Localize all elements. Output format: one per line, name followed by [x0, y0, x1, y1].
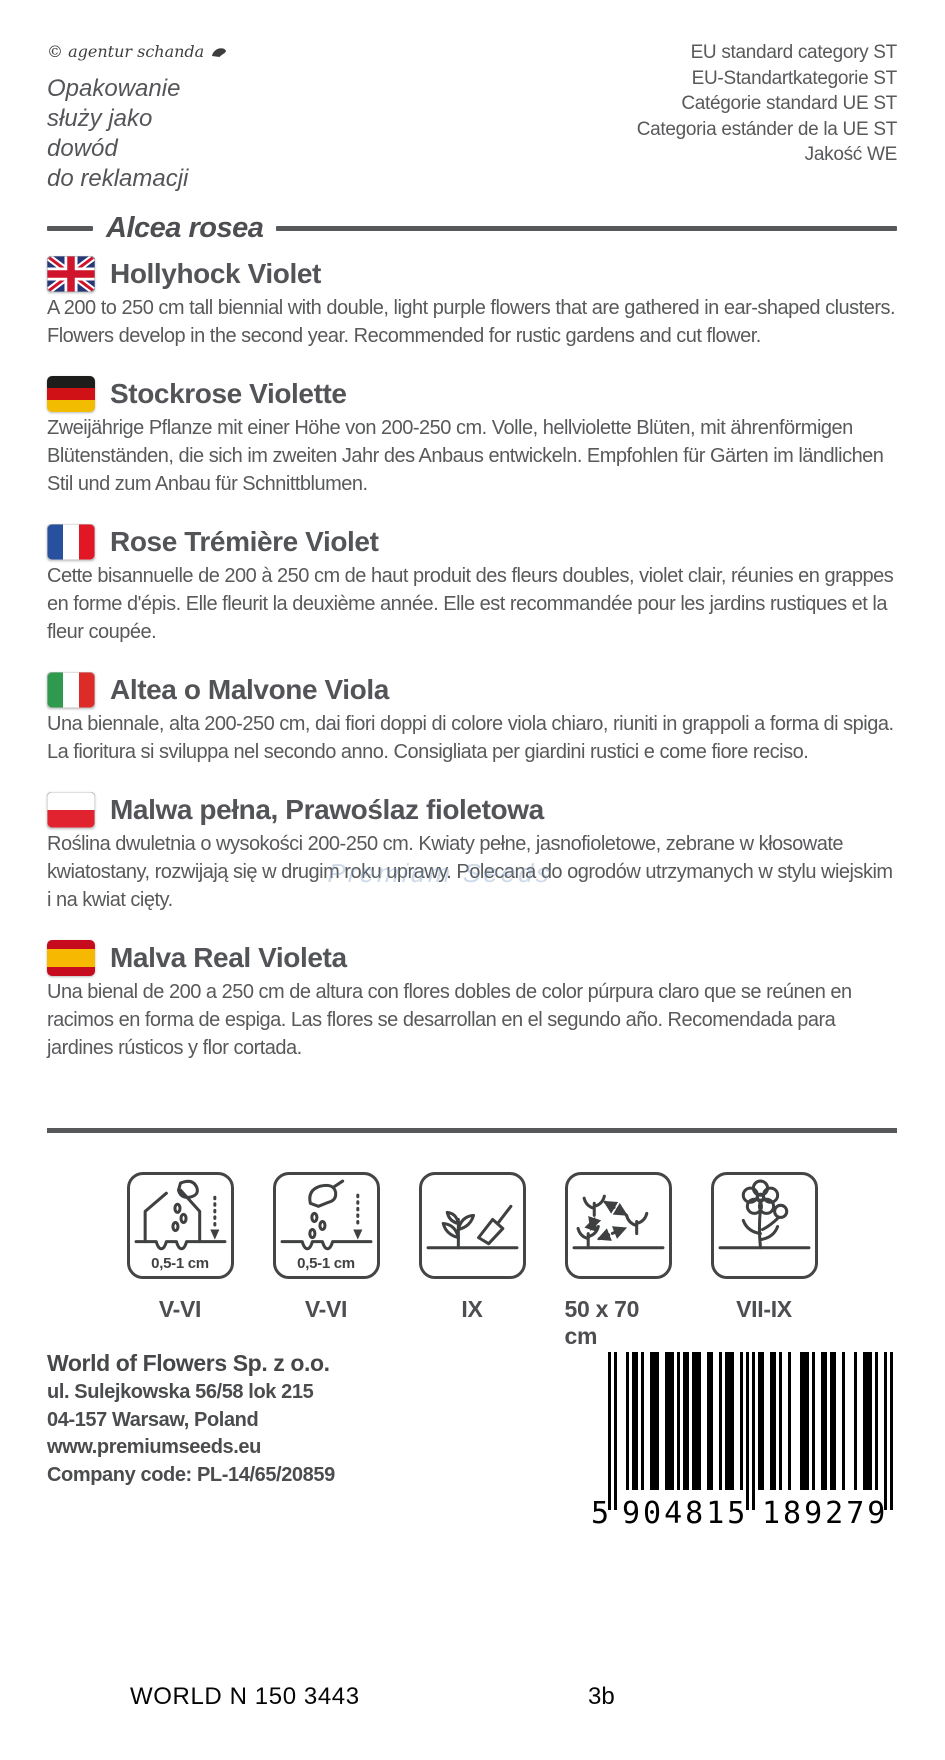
poland-flag-icon — [47, 792, 95, 828]
flowering-period-icon — [718, 1179, 810, 1250]
packaging-note: Opakowanie służy jako dowód do reklamacj… — [47, 74, 229, 194]
icon-cell-flowering: VII-IX — [710, 1172, 818, 1350]
section-italian: Altea o Malvone Viola Una biennale, alta… — [47, 672, 901, 766]
barcode-group1: 904815 — [622, 1496, 749, 1531]
barcode-digits: 5 904815 189279 — [591, 1494, 894, 1534]
icon-cell-sow-under-cover: 0,5-1 cm V-VI — [126, 1172, 234, 1350]
sowing-icons-row: 0,5-1 cm V-VI 0,5-1 cm V-VI — [47, 1172, 897, 1350]
icon-caption: VII-IX — [736, 1296, 792, 1322]
address-street: ul. Sulejkowska 56/58 lok 215 — [47, 1381, 314, 1403]
italy-flag-icon — [47, 672, 95, 708]
section-header: Altea o Malvone Viola — [47, 672, 901, 708]
category-line: Catégorie standard UE ST — [681, 93, 897, 114]
category-line: EU standard category ST — [690, 42, 898, 63]
plant-spacing-icon — [572, 1194, 664, 1250]
section-title: Stockrose Violette — [110, 378, 347, 409]
copyright-text: © agentur schanda — [47, 42, 205, 61]
section-description: Roślina dwuletnia o wysokości 200-250 cm… — [47, 833, 893, 911]
company-code: Company code: PL-14/65/20859 — [47, 1463, 335, 1486]
icon-cell-sow-direct: 0,5-1 cm V-VI — [272, 1172, 380, 1350]
section-french: Rose Trémière Violet Cette bisannuelle d… — [47, 524, 901, 646]
section-header: Malva Real Violeta — [47, 940, 901, 976]
section-title: Malwa pełna, Prawoślaz fioletowa — [110, 794, 544, 825]
footer-batch-code: 3b — [588, 1683, 615, 1710]
language-sections: Hollyhock Violet A 200 to 250 cm tall bi… — [47, 256, 901, 1088]
sowing-depth-label: 0,5-1 cm — [297, 1255, 355, 1272]
section-title: Altea o Malvone Viola — [110, 674, 389, 705]
uk-flag-icon — [47, 256, 95, 292]
barcode-group2: 189279 — [762, 1496, 889, 1531]
footer-product-code: WORLD N 150 3443 — [130, 1683, 360, 1710]
species-header: Alcea rosea — [47, 212, 897, 245]
icon-box — [710, 1172, 818, 1279]
section-header: Malwa pełna, Prawoślaz fioletowa — [47, 792, 901, 828]
section-title: Rose Trémière Violet — [110, 526, 379, 557]
address-city: 04-157 Warsaw, Poland — [47, 1408, 259, 1431]
category-line: Categoria estánder de la UE ST — [636, 118, 898, 140]
france-flag-icon — [47, 524, 95, 560]
section-spanish: Malva Real Violeta Una bienal de 200 a 2… — [47, 940, 901, 1062]
icon-caption: V-VI — [304, 1296, 348, 1322]
species-dash — [47, 226, 93, 231]
icon-cell-transplant: IX — [418, 1172, 526, 1350]
icon-box: 0,5-1 cm — [272, 1172, 380, 1279]
website-url: www.premiumseeds.eu — [47, 1436, 261, 1458]
section-english: Hollyhock Violet A 200 to 250 cm tall bi… — [47, 256, 901, 350]
packaging-note-line: służy jako — [47, 105, 153, 132]
section-description: Una bienal de 200 a 250 cm de altura con… — [47, 981, 852, 1059]
divider — [47, 1128, 897, 1133]
species-rule — [276, 226, 897, 231]
section-header: Rose Trémière Violet — [47, 524, 901, 560]
spain-flag-icon — [47, 940, 95, 976]
section-description: A 200 to 250 cm tall biennial with doubl… — [47, 297, 896, 347]
category-list: EU standard category ST EU-Standartkateg… — [636, 40, 898, 168]
agentur-logo-icon — [212, 47, 227, 57]
category-line: Jakość WE — [804, 144, 898, 165]
packaging-note-line: Opakowanie — [47, 75, 181, 102]
icon-cell-spacing: 50 x 70 cm — [564, 1172, 672, 1350]
icon-caption: 50 x 70 cm — [564, 1296, 640, 1349]
barcode-bars — [608, 1352, 893, 1510]
icon-caption: V-VI — [158, 1296, 202, 1322]
germany-flag-icon — [47, 376, 95, 412]
species-title: Alcea rosea — [106, 212, 264, 244]
packaging-note-line: dowód — [47, 135, 118, 162]
barcode-lead-digit: 5 — [591, 1496, 610, 1531]
packaging-note-line: do reklamacji — [47, 165, 189, 192]
sowing-depth-label: 0,5-1 cm — [151, 1255, 209, 1272]
sow-direct-icon — [280, 1179, 372, 1251]
icon-box — [564, 1172, 672, 1279]
icon-box — [418, 1172, 526, 1279]
address-block: World of Flowers Sp. z o.o. ul. Sulejkow… — [47, 1348, 335, 1489]
section-description: Zweijährige Pflanze mit einer Höhe von 2… — [47, 417, 884, 495]
section-description: Una biennale, alta 200-250 cm, dai fiori… — [47, 713, 894, 763]
copyright-line: © agentur schanda — [47, 42, 229, 61]
icon-caption: IX — [461, 1296, 483, 1322]
section-title: Malva Real Violeta — [110, 942, 347, 973]
section-title: Hollyhock Violet — [110, 258, 321, 289]
section-description: Cette bisannuelle de 200 à 250 cm de hau… — [47, 565, 894, 643]
top-left-block: © agentur schanda Opakowanie służy jako … — [47, 42, 229, 194]
section-german: Stockrose Violette Zweijährige Pflanze m… — [47, 376, 901, 498]
category-line: EU-Standartkategorie ST — [691, 67, 898, 89]
flower-photo-strip — [0, 0, 945, 13]
icon-box: 0,5-1 cm — [126, 1172, 234, 1279]
barcode: 5 904815 189279 — [591, 1352, 894, 1534]
transplant-icon — [426, 1204, 518, 1250]
sow-under-cover-icon — [134, 1179, 226, 1251]
company-name: World of Flowers Sp. z o.o. — [47, 1350, 330, 1376]
section-header: Stockrose Violette — [47, 376, 901, 412]
section-polish: Malwa pełna, Prawoślaz fioletowa Roślina… — [47, 792, 901, 914]
section-header: Hollyhock Violet — [47, 256, 901, 292]
